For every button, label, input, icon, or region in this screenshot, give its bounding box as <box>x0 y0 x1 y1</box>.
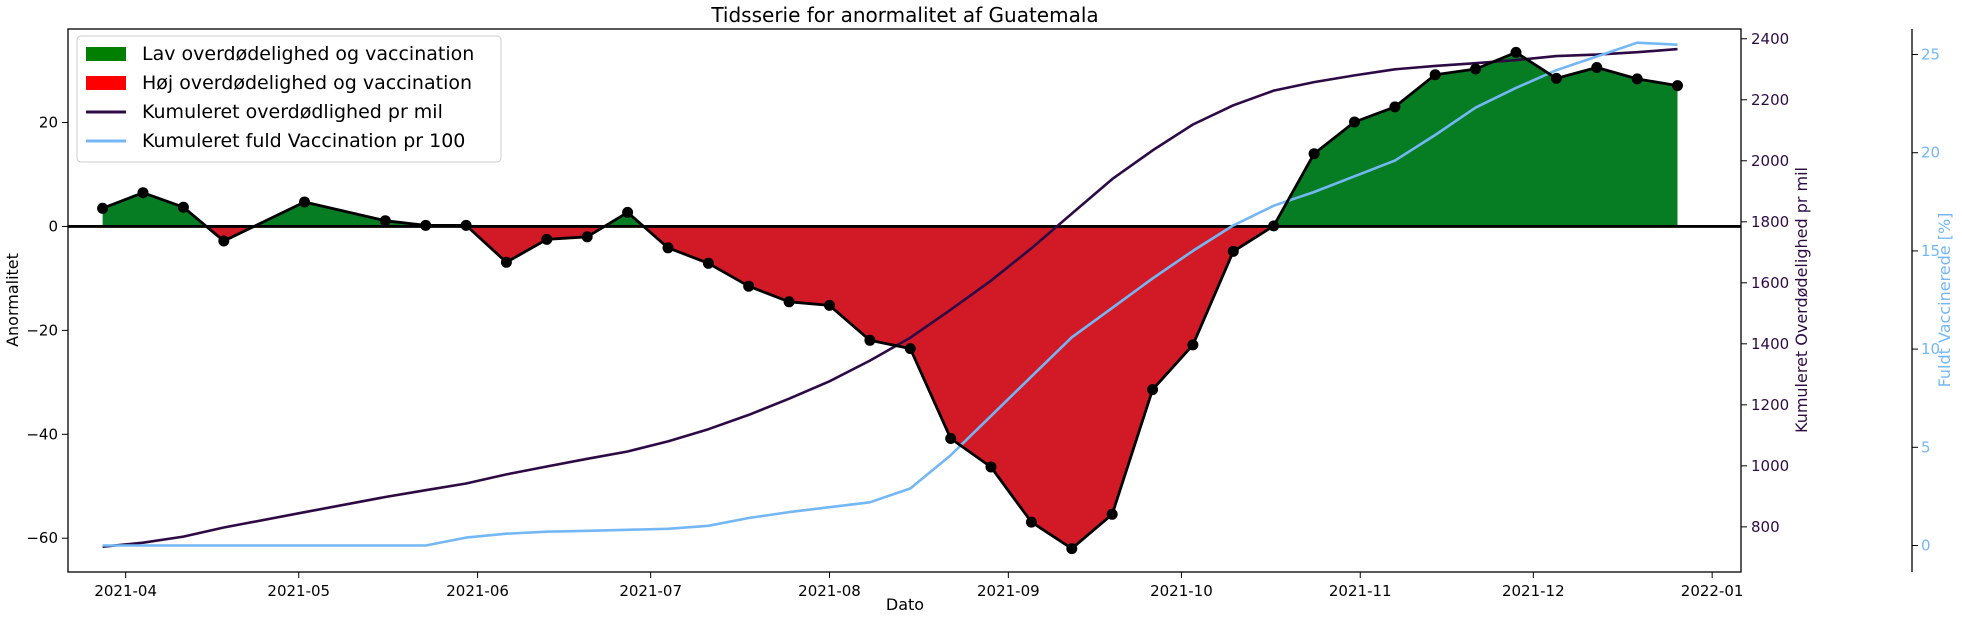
chart-title: Tidsserie for anormalitet af Guatemala <box>710 3 1098 27</box>
anomaly-point <box>985 461 997 473</box>
legend-box <box>76 35 502 163</box>
anomaly-point <box>904 343 916 355</box>
anomaly-point <box>1550 72 1562 84</box>
anomaly-point <box>743 280 755 292</box>
y-tick-label: 20 <box>39 114 58 132</box>
anomaly-point <box>1066 543 1078 555</box>
anomaly-point <box>1591 62 1603 73</box>
y-right2-tick-label: 15 <box>1921 242 1940 260</box>
y-right-tick-label: 2200 <box>1751 91 1789 109</box>
x-tick-label: 2021-10 <box>1150 582 1213 600</box>
anomaly-point <box>1631 73 1643 85</box>
negative-fill-region <box>206 226 254 241</box>
anomaly-point <box>460 219 472 231</box>
anomaly-point <box>420 219 432 231</box>
anomaly-point <box>218 235 230 247</box>
y-right2-tick-label: 25 <box>1921 46 1940 64</box>
y-tick-label: 0 <box>48 217 58 235</box>
anomaly-point <box>1308 148 1320 160</box>
x-tick-label: 2021-09 <box>977 582 1040 600</box>
x-tick-label: 2021-11 <box>1329 582 1392 600</box>
x-tick-label: 2021-05 <box>267 582 330 600</box>
positive-fill-region <box>1272 52 1678 227</box>
anomaly-point <box>1349 116 1360 128</box>
anomaly-point <box>662 242 674 254</box>
anomaly-point <box>824 299 835 311</box>
legend: Lav overdødelighed og vaccination Høj ov… <box>76 35 502 163</box>
y-axis-right-label: Kumuleret Overdødelighed pr mil <box>1792 167 1811 433</box>
anomaly-point <box>1227 245 1239 257</box>
y-axis-left: 20 0 −20 −40 −60 <box>26 114 68 547</box>
legend-label-positive: Lav overdødelighed og vaccination <box>142 43 474 65</box>
y-right2-tick-label: 5 <box>1921 438 1931 456</box>
y-right-tick-label: 1200 <box>1751 396 1789 414</box>
anomaly-point <box>783 296 795 308</box>
anomaly-point <box>379 215 391 227</box>
anomaly-point <box>1106 508 1118 520</box>
legend-swatch-positive <box>86 47 126 61</box>
anomaly-point <box>702 257 714 269</box>
anomaly-point <box>1147 384 1159 396</box>
positive-fill-region <box>604 212 644 227</box>
y-right-tick-label: 1600 <box>1751 274 1789 292</box>
y-axis-right2-label: Fuldt Vaccinerede [%] <box>1935 213 1954 388</box>
anomaly-point <box>1025 516 1037 528</box>
legend-swatch-negative <box>86 76 126 90</box>
anomaly-point <box>1389 101 1401 113</box>
y-right-tick-label: 1000 <box>1751 457 1789 475</box>
y-tick-label: −60 <box>26 529 58 547</box>
positive-fill-region <box>253 202 468 227</box>
y-right-tick-label: 2000 <box>1751 152 1789 170</box>
anomaly-point <box>97 202 109 214</box>
y-right2-tick-label: 20 <box>1921 144 1940 162</box>
anomaly-point <box>137 187 149 199</box>
y-right2-tick-label: 10 <box>1921 340 1940 358</box>
legend-label-vaccination: Kumuleret fuld Vaccination pr 100 <box>142 130 465 152</box>
anomaly-markers <box>97 46 1683 555</box>
anomaly-point <box>864 334 876 346</box>
x-tick-label: 2021-07 <box>619 582 682 600</box>
series-lines <box>68 41 1741 550</box>
y-right-tick-label: 2400 <box>1751 30 1789 48</box>
cum-excess-line <box>102 47 1678 548</box>
x-axis-label: Dato <box>886 595 924 614</box>
y-axis-right-vaccination: 25 20 15 10 5 0 <box>1911 29 1940 572</box>
anomaly-point <box>581 231 593 243</box>
y-right2-tick-label: 0 <box>1921 536 1931 554</box>
y-right-tick-label: 1400 <box>1751 335 1789 353</box>
anomaly-point <box>945 433 957 444</box>
y-tick-label: −20 <box>26 321 58 339</box>
anomaly-point <box>299 196 310 208</box>
positive-fill-region <box>102 192 207 227</box>
x-tick-label: 2021-12 <box>1502 582 1565 600</box>
anomaly-point <box>1187 339 1199 351</box>
anomaly-point <box>500 256 512 268</box>
y-right-tick-label: 1800 <box>1751 213 1789 231</box>
anomaly-point <box>1268 220 1280 232</box>
x-tick-label: 2022-01 <box>1681 582 1744 600</box>
x-tick-label: 2021-06 <box>446 582 509 600</box>
x-tick-label: 2021-08 <box>798 582 861 600</box>
vaccination-line <box>102 41 1678 547</box>
anomaly-point <box>177 201 189 213</box>
anomaly-point <box>622 206 634 218</box>
plot-frame <box>67 28 1742 573</box>
y-axis-label: Anormalitet <box>3 253 22 347</box>
y-right-tick-label: 800 <box>1751 518 1780 536</box>
negative-fill-region <box>643 226 1273 549</box>
anomaly-point <box>1510 46 1522 58</box>
x-tick-label: 2021-04 <box>94 582 157 600</box>
anomaly-point <box>541 233 553 245</box>
legend-label-cum-excess: Kumuleret overdødlighed pr mil <box>142 101 443 123</box>
anomaly-point <box>1470 63 1482 75</box>
anomaly-point <box>1672 80 1683 92</box>
x-axis: 2021-04 2021-05 2021-06 2021-07 2021-08 2021-… <box>94 572 1743 600</box>
legend-label-negative: Høj overdødelighed og vaccination <box>142 72 472 94</box>
y-axis-right-excess: 2400 2200 2000 1800 1600 1400 1200 1000 800 <box>1741 30 1789 536</box>
anomaly-point <box>1429 69 1441 81</box>
anomaly-line <box>102 51 1678 550</box>
y-tick-label: −40 <box>26 425 58 443</box>
plot-area <box>67 28 1742 573</box>
